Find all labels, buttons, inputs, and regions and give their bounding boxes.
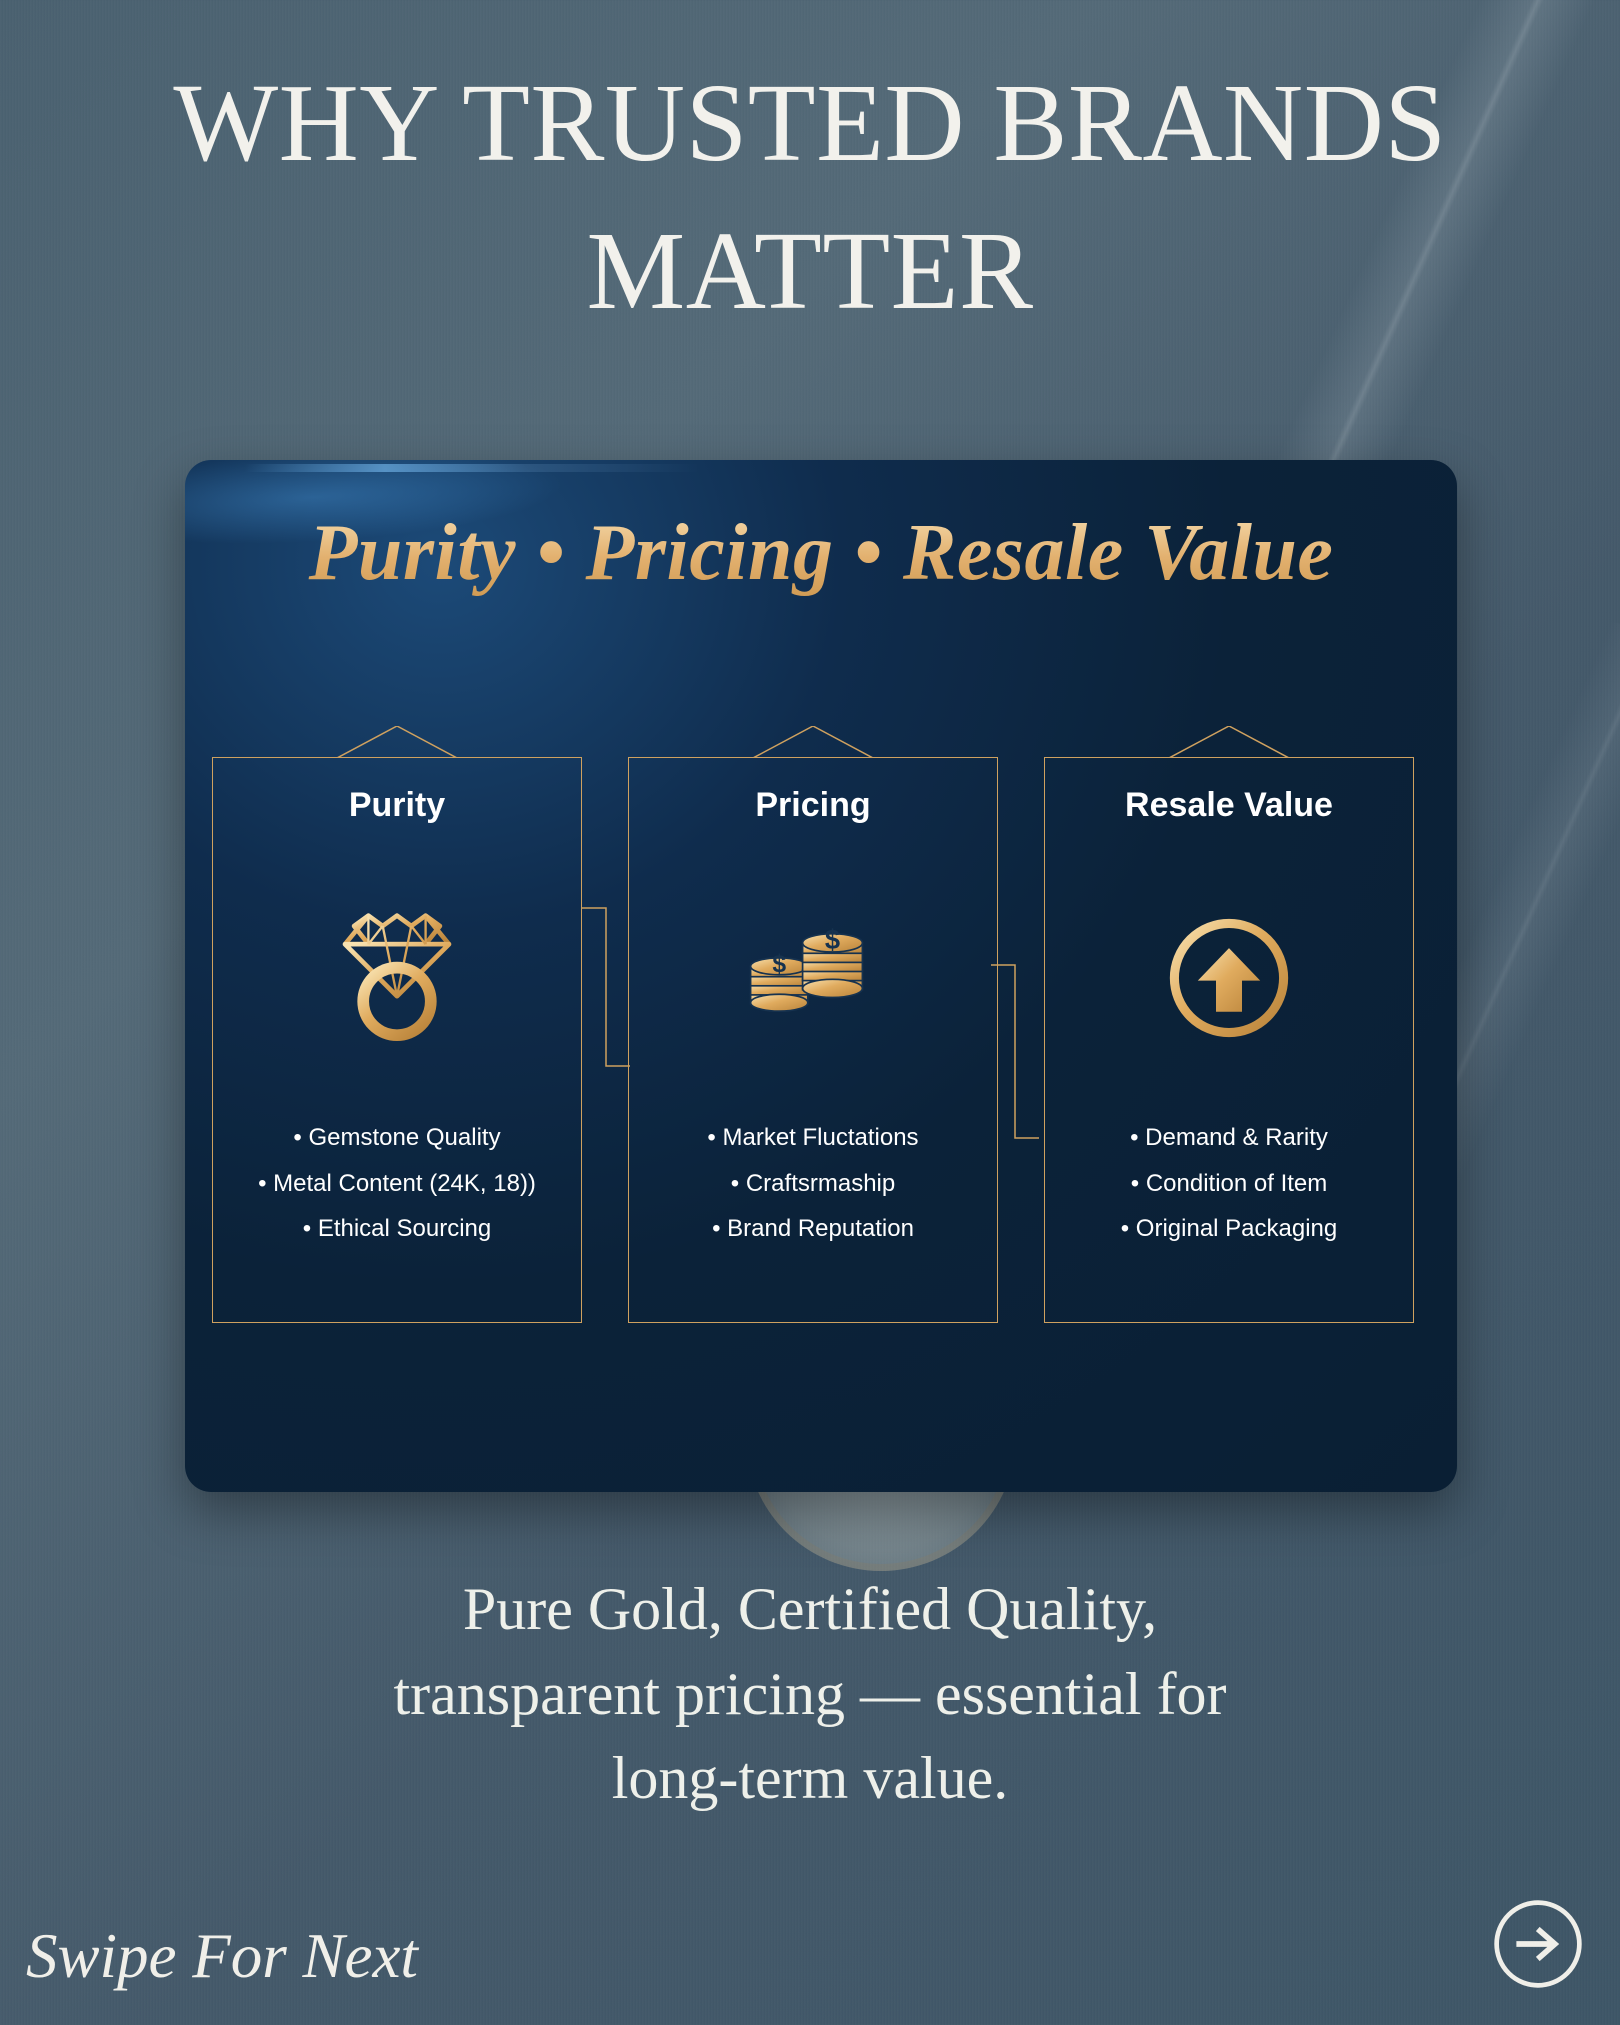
svg-text:$: $ [772,951,786,978]
svg-text:$: $ [825,924,840,955]
